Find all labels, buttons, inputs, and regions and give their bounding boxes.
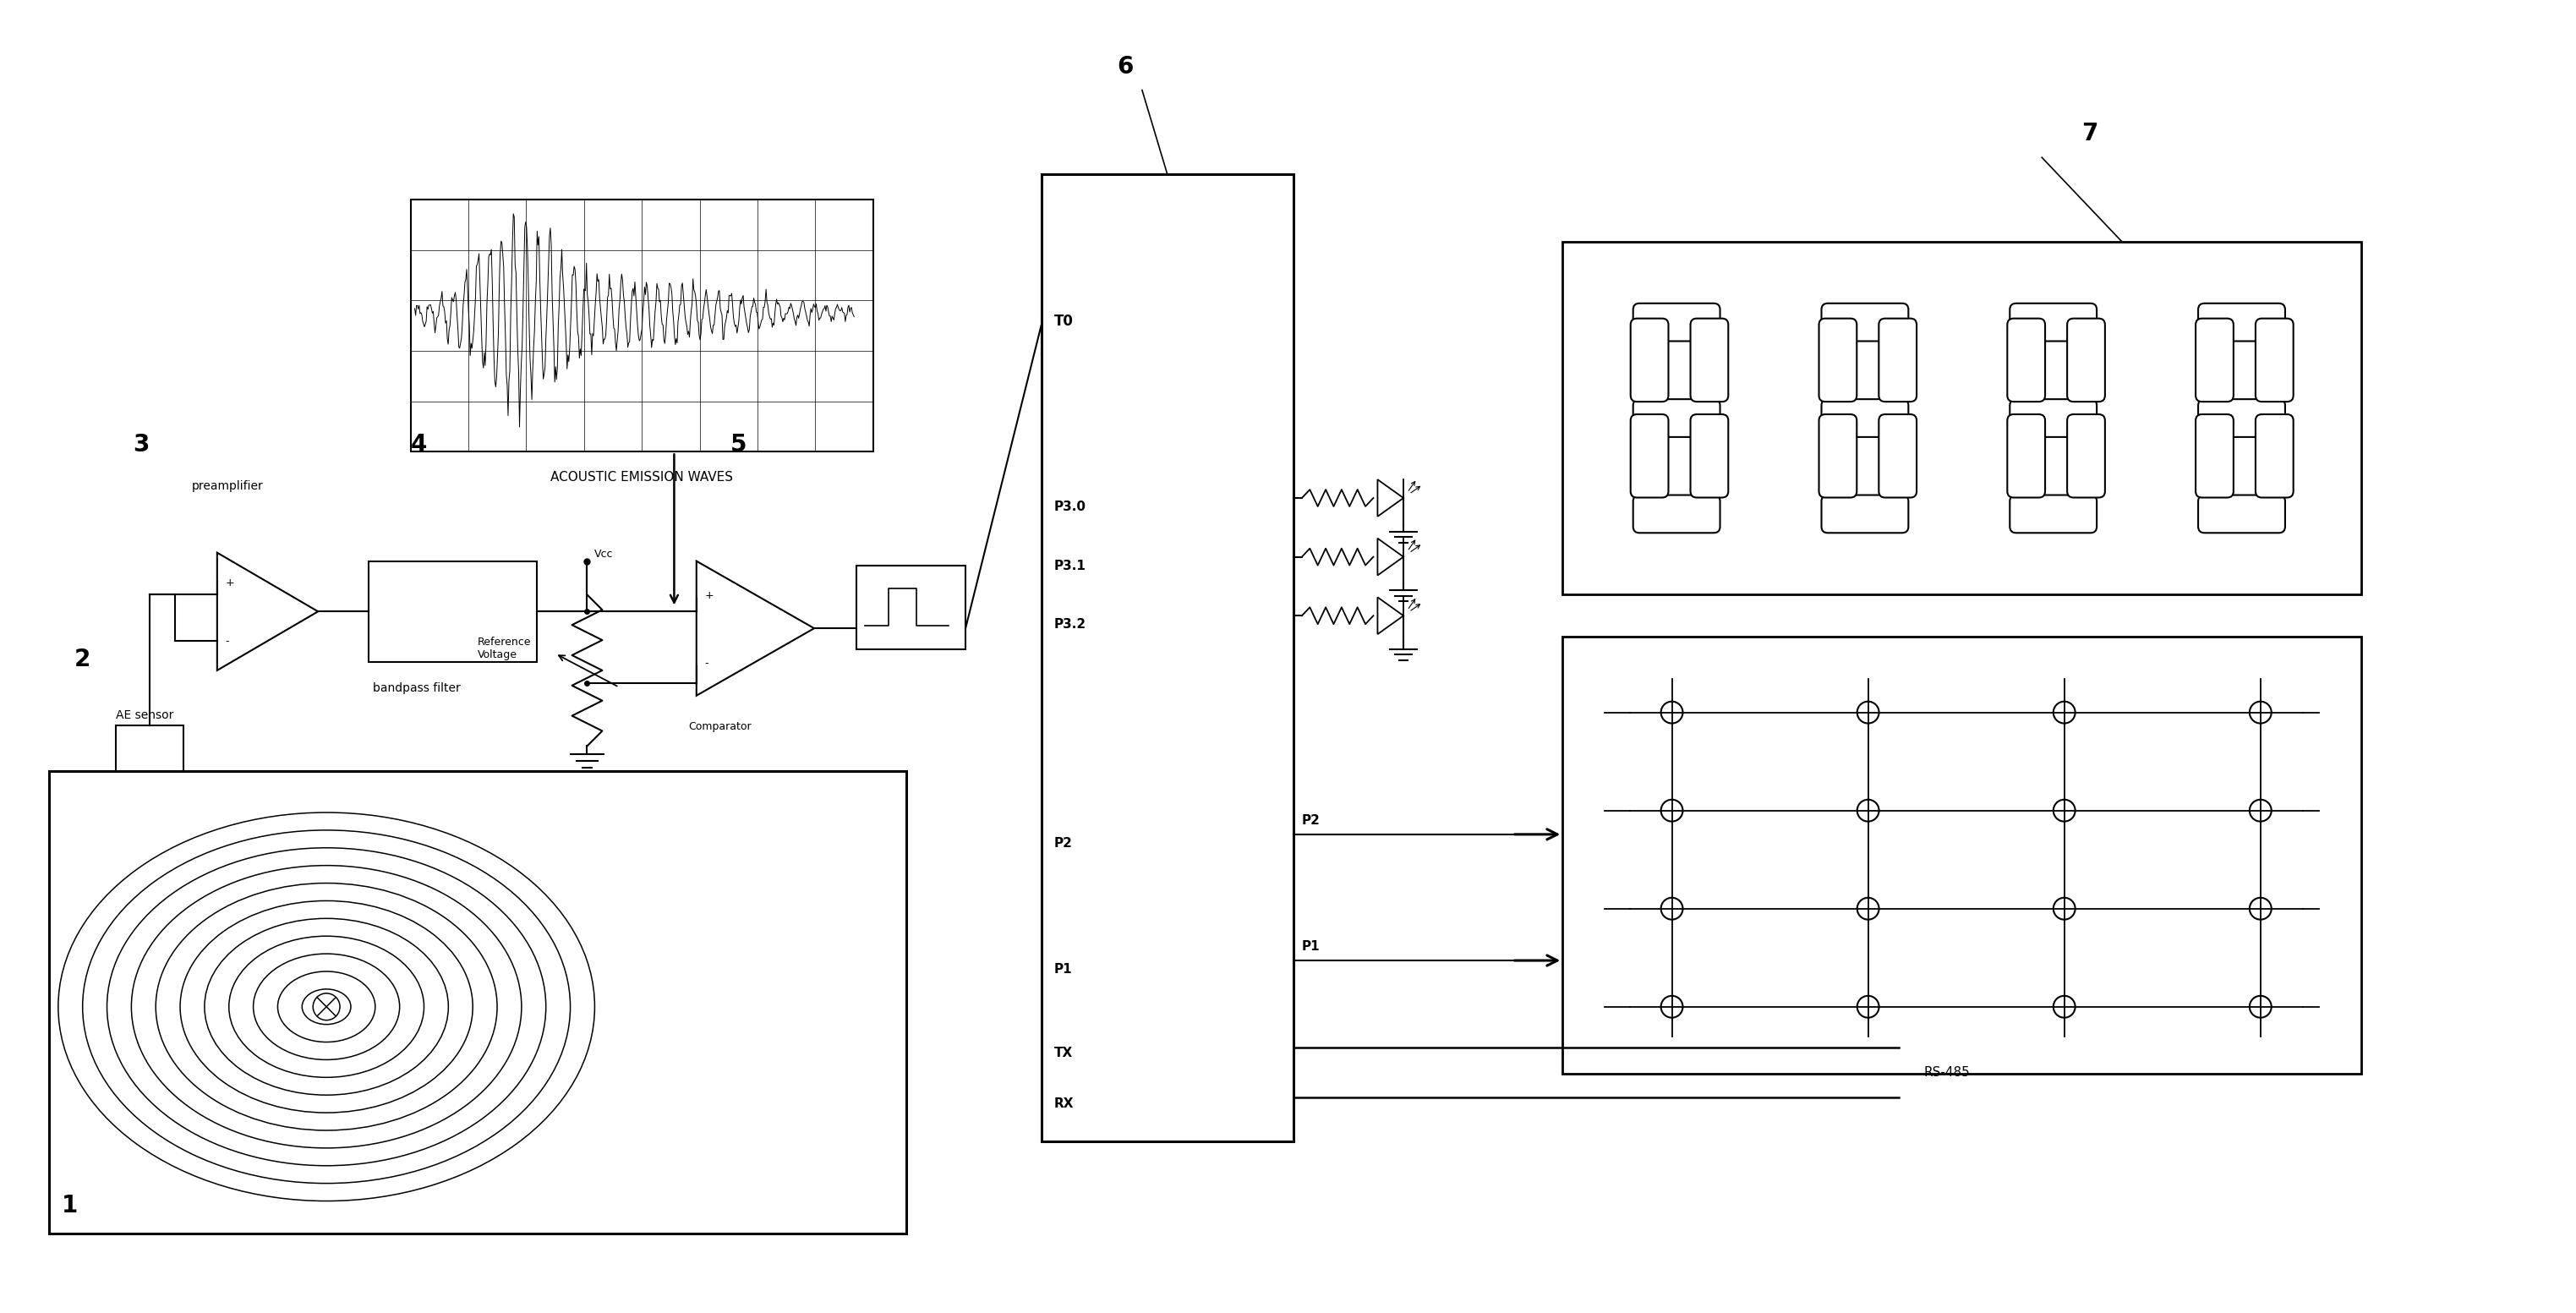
Bar <box>855 566 966 650</box>
FancyBboxPatch shape <box>1633 495 1721 533</box>
FancyBboxPatch shape <box>1821 495 1909 533</box>
FancyBboxPatch shape <box>1819 319 1857 402</box>
Text: T0: T0 <box>1054 314 1074 330</box>
FancyBboxPatch shape <box>2066 415 2105 498</box>
Text: P3.0: P3.0 <box>1054 500 1087 513</box>
Text: RX: RX <box>1054 1098 1074 1111</box>
FancyBboxPatch shape <box>1633 399 1721 437</box>
Text: 1: 1 <box>62 1194 77 1218</box>
Bar <box>49 771 907 1234</box>
Text: 6: 6 <box>1118 55 1133 79</box>
Text: Reference
Voltage: Reference Voltage <box>477 637 531 660</box>
Text: RS-485: RS-485 <box>1924 1066 1971 1079</box>
FancyBboxPatch shape <box>2197 495 2285 533</box>
FancyBboxPatch shape <box>1821 303 1909 341</box>
FancyBboxPatch shape <box>2009 399 2097 437</box>
Bar <box>1564 637 2362 1074</box>
Text: bandpass filter: bandpass filter <box>374 681 461 695</box>
FancyBboxPatch shape <box>2007 319 2045 402</box>
Text: 4: 4 <box>410 433 428 457</box>
Bar <box>1564 242 2362 595</box>
FancyBboxPatch shape <box>2197 303 2285 341</box>
Text: preamplifier: preamplifier <box>191 481 263 492</box>
Bar <box>410 200 873 452</box>
Text: ACOUSTIC EMISSION WAVES: ACOUSTIC EMISSION WAVES <box>551 471 734 483</box>
FancyBboxPatch shape <box>1878 319 1917 402</box>
Text: P2: P2 <box>1054 836 1072 850</box>
FancyBboxPatch shape <box>2257 319 2293 402</box>
FancyBboxPatch shape <box>1631 319 1669 402</box>
FancyBboxPatch shape <box>2066 319 2105 402</box>
Text: Vcc: Vcc <box>595 549 613 559</box>
Text: 2: 2 <box>75 647 90 671</box>
FancyBboxPatch shape <box>2009 495 2097 533</box>
Text: P3.2: P3.2 <box>1054 618 1087 630</box>
FancyBboxPatch shape <box>1821 399 1909 437</box>
FancyBboxPatch shape <box>2009 303 2097 341</box>
Text: P2: P2 <box>1301 814 1321 827</box>
Bar <box>116 725 183 771</box>
FancyBboxPatch shape <box>2195 319 2233 402</box>
Text: AE sensor: AE sensor <box>116 709 175 721</box>
FancyBboxPatch shape <box>1633 303 1721 341</box>
FancyBboxPatch shape <box>2257 415 2293 498</box>
Text: 7: 7 <box>2081 122 2099 146</box>
FancyBboxPatch shape <box>1819 415 1857 498</box>
Bar <box>1041 175 1293 1141</box>
Text: P1: P1 <box>1301 940 1319 953</box>
Text: 3: 3 <box>134 433 149 457</box>
Text: 5: 5 <box>729 433 747 457</box>
FancyBboxPatch shape <box>2007 415 2045 498</box>
Bar <box>368 561 536 662</box>
FancyBboxPatch shape <box>1878 415 1917 498</box>
Text: P3.1: P3.1 <box>1054 559 1087 572</box>
Text: Comparator: Comparator <box>688 721 752 731</box>
FancyBboxPatch shape <box>1690 415 1728 498</box>
FancyBboxPatch shape <box>1631 415 1669 498</box>
Text: P1: P1 <box>1054 962 1072 976</box>
Text: TX: TX <box>1054 1046 1072 1060</box>
Text: +: + <box>227 578 234 588</box>
Text: -: - <box>227 635 229 647</box>
Text: -: - <box>706 658 708 668</box>
FancyBboxPatch shape <box>1690 319 1728 402</box>
FancyBboxPatch shape <box>2197 399 2285 437</box>
Text: +: + <box>706 591 714 601</box>
FancyBboxPatch shape <box>2195 415 2233 498</box>
